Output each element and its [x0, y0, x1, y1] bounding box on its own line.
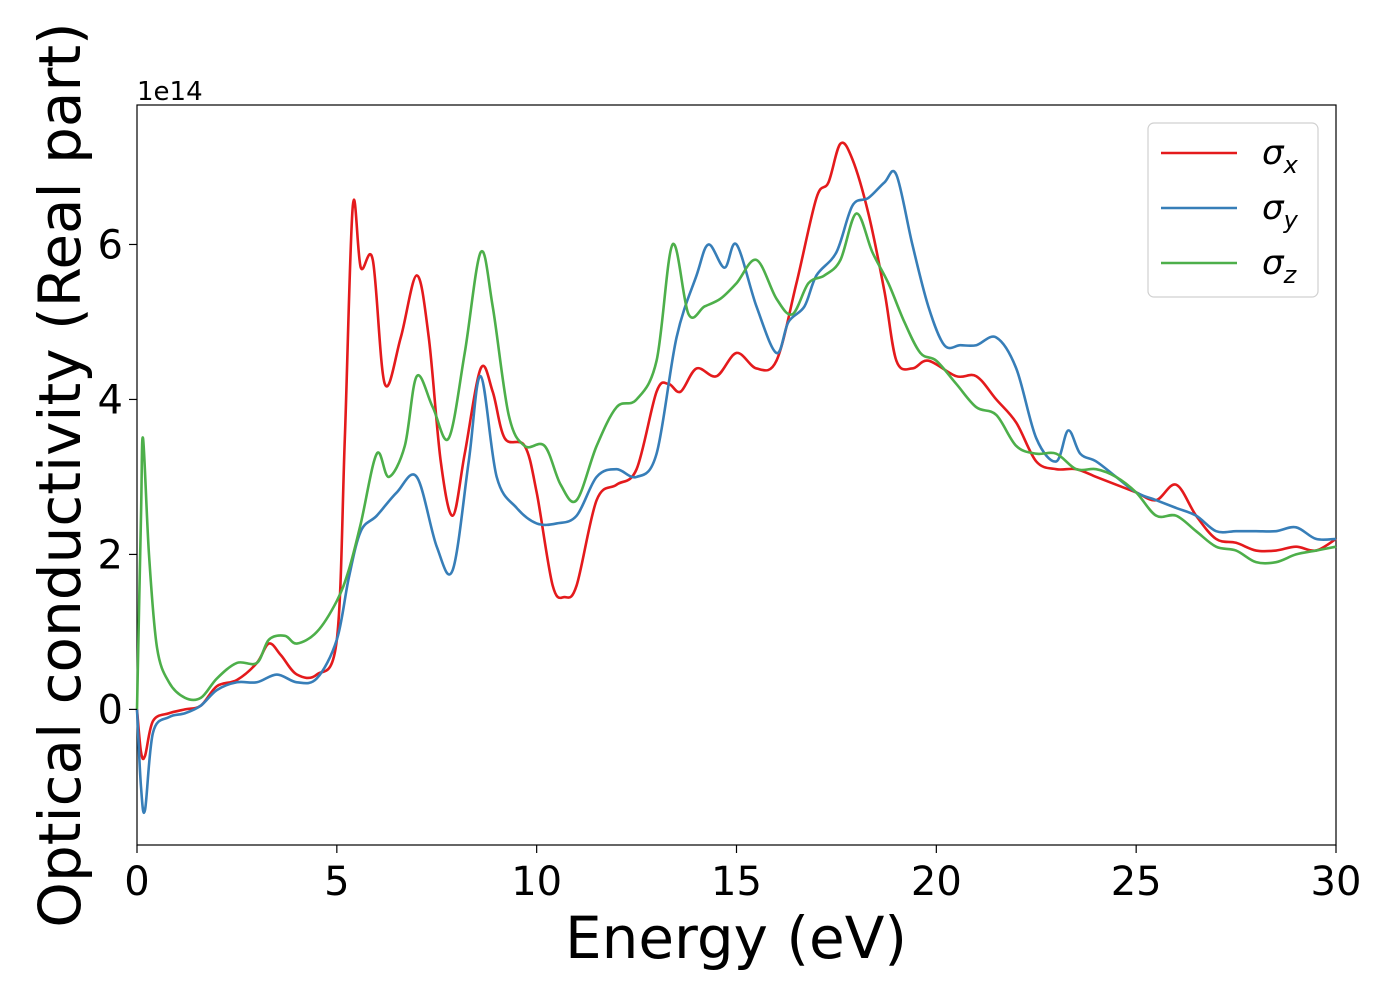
- series-line-y: [135, 169, 1337, 814]
- legend-label-z: σz: [1262, 243, 1298, 289]
- x-tick-label: 10: [511, 859, 562, 905]
- legend-items: σx σy σz: [1161, 133, 1299, 289]
- x-tick-label: 15: [711, 859, 762, 905]
- legend-label-x: σx: [1262, 133, 1299, 179]
- y-tick-label: 6: [98, 222, 123, 268]
- series-layer: [135, 141, 1337, 814]
- x-axis-ticks: 0 5 10 15 20 25 30: [124, 845, 1361, 905]
- legend: σx σy σz: [1147, 122, 1319, 298]
- legend-box: [1147, 122, 1319, 298]
- legend-label-y: σy: [1262, 188, 1299, 234]
- y-axis-ticks: 0 2 4 6: [98, 222, 137, 733]
- y-offset-label: 1e14: [137, 77, 203, 107]
- y-tick-label: 2: [98, 532, 123, 578]
- series-line-z: [135, 212, 1337, 710]
- x-tick-label: 20: [911, 859, 962, 905]
- y-tick-label: 0: [98, 687, 123, 733]
- y-tick-label: 4: [98, 377, 123, 423]
- x-tick-label: 5: [324, 859, 349, 905]
- x-tick-label: 25: [1111, 859, 1162, 905]
- x-tick-label: 30: [1311, 859, 1362, 905]
- x-tick-label: 0: [124, 859, 149, 905]
- y-axis-label: Optical conductivity (Real part): [26, 22, 94, 927]
- x-axis-label: Energy (eV): [565, 904, 907, 972]
